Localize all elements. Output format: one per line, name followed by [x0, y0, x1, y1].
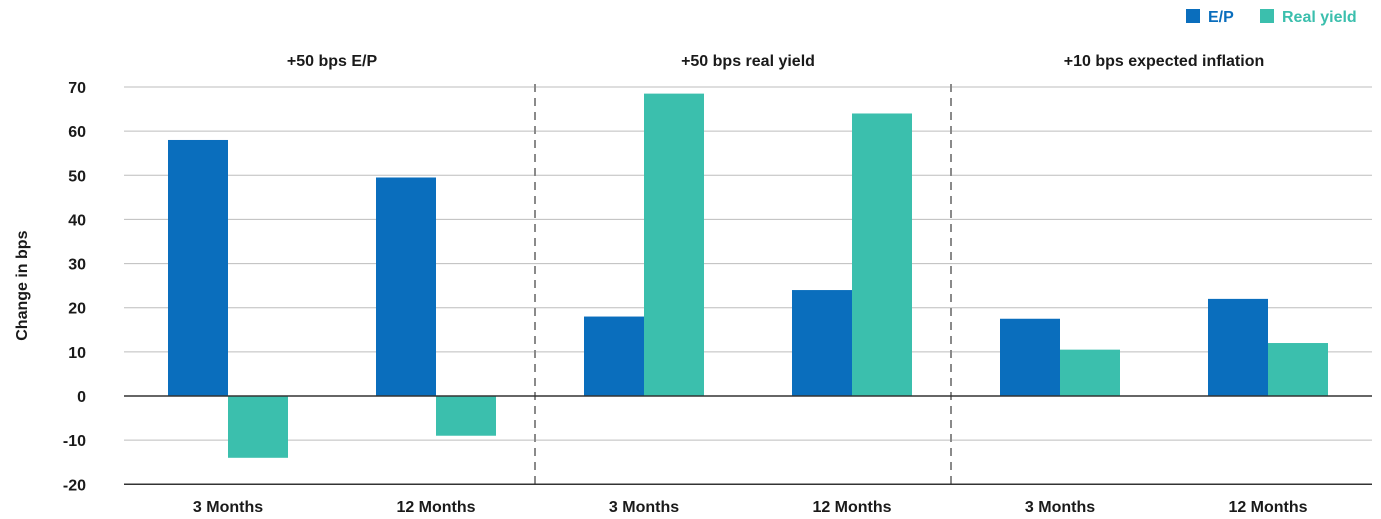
legend: E/P Real yield	[1186, 9, 1357, 26]
x-tick-label: 12 Months	[396, 499, 475, 516]
bar-ep	[792, 290, 852, 396]
panel-title: +10 bps expected inflation	[1064, 53, 1265, 70]
legend-label-real-yield: Real yield	[1282, 9, 1357, 26]
y-tick-label: 0	[77, 389, 86, 406]
y-tick-label: 30	[68, 257, 86, 274]
y-axis-ticks: 70 60 50 40 30 20 10 0 -10 -20	[63, 80, 86, 494]
y-tick-label: 60	[68, 124, 86, 141]
legend-swatch-real-yield	[1260, 9, 1274, 23]
panel-dividers	[534, 84, 952, 488]
y-tick-label: 20	[68, 301, 86, 318]
x-tick-label: 3 Months	[1025, 499, 1095, 516]
bars	[168, 93, 1328, 458]
x-tick-label: 12 Months	[812, 499, 891, 516]
bar-real-yield	[852, 113, 912, 396]
y-tick-label: 50	[68, 168, 86, 185]
x-tick-label: 12 Months	[1228, 499, 1307, 516]
bar-ep	[1000, 318, 1060, 396]
bar-ep	[168, 139, 228, 396]
y-tick-label: -20	[63, 477, 86, 494]
x-tick-label: 3 Months	[609, 499, 679, 516]
x-tick-label: 3 Months	[193, 499, 263, 516]
x-axis-ticks: 3 Months 12 Months 3 Months 12 Months 3 Mont…	[193, 499, 1308, 516]
y-tick-label: 70	[68, 80, 86, 97]
gridlines	[124, 86, 1372, 485]
bar-real-yield	[1268, 343, 1328, 396]
y-tick-label: 10	[68, 345, 86, 362]
y-tick-label: -10	[63, 433, 86, 450]
panel-titles: +50 bps E/P +50 bps real yield +10 bps exp…	[287, 53, 1264, 70]
bar-ep	[584, 316, 644, 396]
zero-line	[124, 395, 1372, 486]
bar-ep	[1208, 298, 1268, 396]
legend-label-ep: E/P	[1208, 9, 1234, 26]
bar-real-yield	[644, 93, 704, 396]
bar-real-yield	[228, 396, 288, 458]
y-axis-label: Change in bps	[14, 230, 31, 340]
bar-real-yield	[436, 396, 496, 436]
bar-real-yield	[1060, 349, 1120, 396]
legend-swatch-ep	[1186, 9, 1200, 23]
panel-title: +50 bps real yield	[681, 53, 815, 70]
y-tick-label: 40	[68, 212, 86, 229]
bar-ep	[376, 177, 436, 396]
panel-title: +50 bps E/P	[287, 53, 378, 70]
